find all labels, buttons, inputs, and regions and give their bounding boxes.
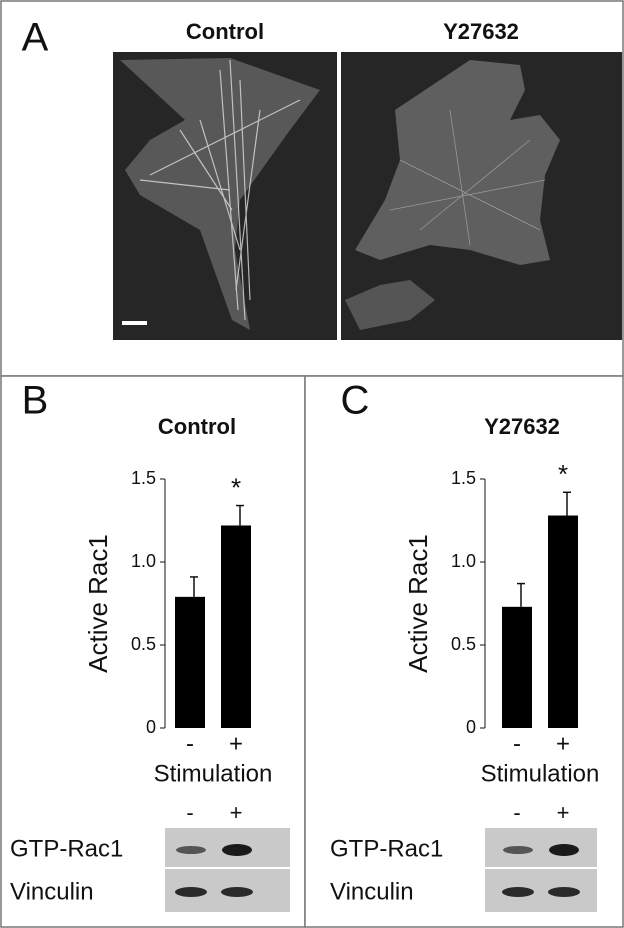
blot-band	[176, 846, 206, 854]
panel-label: B	[22, 379, 49, 423]
x-axis-label: Stimulation	[481, 760, 600, 787]
y-tick-label: 1.5	[451, 468, 476, 488]
chart-title: Control	[158, 414, 236, 439]
blot-band	[503, 846, 533, 854]
micrograph-control	[113, 52, 337, 340]
x-tick-label: +	[229, 730, 243, 757]
blot-band	[175, 887, 207, 897]
y-tick-label: 0.5	[131, 634, 156, 654]
annotation: *	[231, 472, 241, 502]
panel-label: C	[341, 379, 370, 423]
panel-label: A	[22, 16, 49, 60]
blot-band	[222, 844, 252, 856]
blot-lane-label: +	[557, 800, 570, 825]
image-title: Control	[186, 19, 264, 44]
x-tick-label: -	[186, 730, 194, 757]
x-axis-label: Stimulation	[154, 760, 273, 787]
image-title: Y27632	[443, 19, 519, 44]
blot-band	[502, 887, 534, 897]
y-tick-label: 1.0	[131, 551, 156, 571]
blot-band	[548, 887, 580, 897]
blot-image	[165, 828, 290, 912]
micrograph-y27632	[341, 52, 622, 340]
bar	[548, 515, 578, 728]
blot-row-label: GTP-Rac1	[330, 835, 443, 862]
bar	[221, 525, 251, 728]
blot-row-label: GTP-Rac1	[10, 835, 123, 862]
y-tick-label: 0	[146, 717, 156, 737]
blot-lane-label: -	[186, 800, 193, 825]
blot-image	[485, 828, 597, 912]
x-tick-label: +	[556, 730, 570, 757]
blot-lane-label: -	[513, 800, 520, 825]
y-tick-label: 0	[466, 717, 476, 737]
annotation: *	[558, 459, 568, 489]
blot-row-label: Vinculin	[330, 878, 414, 905]
bar	[175, 596, 205, 728]
x-tick-label: -	[513, 730, 521, 757]
blot-band	[221, 887, 253, 897]
bar	[502, 606, 532, 728]
blot-row-label: Vinculin	[10, 878, 94, 905]
y-axis-label: Active Rac1	[83, 534, 113, 673]
y-tick-label: 0.5	[451, 634, 476, 654]
chart-title: Y27632	[484, 414, 560, 439]
blot-band	[549, 844, 579, 856]
y-tick-label: 1.0	[451, 551, 476, 571]
y-tick-label: 1.5	[131, 468, 156, 488]
blot-lane-label: +	[230, 800, 243, 825]
y-axis-label: Active Rac1	[403, 534, 433, 673]
